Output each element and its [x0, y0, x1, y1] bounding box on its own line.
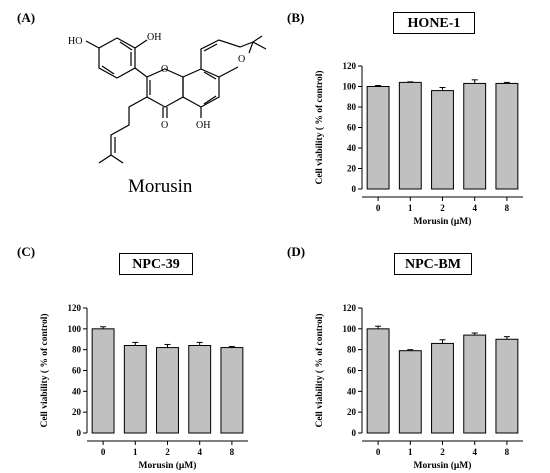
- y-tick-label: 40: [72, 386, 82, 396]
- y-tick-label: 120: [343, 61, 357, 71]
- y-tick-label: 80: [72, 345, 82, 355]
- y-tick-label: 60: [347, 366, 357, 376]
- bar: [91, 328, 115, 434]
- bar: [220, 347, 244, 434]
- atom-label-o-pyran: O: [238, 54, 245, 65]
- y-tick-label: 120: [343, 303, 357, 313]
- bar: [366, 86, 390, 190]
- y-tick-label: 0: [352, 184, 357, 194]
- bar: [431, 90, 454, 190]
- x-tick-label: 2: [165, 447, 170, 457]
- atom-label-o-ketone: O: [161, 120, 168, 131]
- y-tick-label: 80: [347, 345, 357, 355]
- y-tick-label: 20: [347, 164, 357, 174]
- x-tick-label: 1: [408, 447, 413, 457]
- panel-label-d: (D): [287, 244, 306, 259]
- bar: [156, 347, 179, 434]
- atom-label-oh-bottom: OH: [196, 120, 210, 131]
- x-tick-label: 2: [440, 447, 445, 457]
- y-tick-label: 80: [347, 102, 357, 112]
- bar: [188, 345, 212, 434]
- x-tick-label: 2: [440, 203, 445, 213]
- x-tick-label: 0: [376, 203, 381, 213]
- panel-label-c: (C): [17, 244, 36, 259]
- x-tick-label: 0: [101, 447, 106, 457]
- x-tick-label: 1: [133, 447, 138, 457]
- y-tick-label: 120: [68, 303, 82, 313]
- atom-label-o-ring: O: [161, 64, 168, 75]
- y-tick-label: 20: [72, 407, 82, 417]
- bar: [495, 338, 519, 434]
- x-tick-label: 1: [408, 203, 413, 213]
- y-tick-label: 100: [68, 324, 82, 334]
- x-tick-label: 4: [472, 447, 477, 457]
- y-tick-label: 60: [347, 123, 357, 133]
- x-tick-label: 8: [505, 203, 510, 213]
- bar: [495, 82, 519, 190]
- y-axis-label: Cell viability ( % of control): [39, 313, 50, 427]
- y-tick-label: 60: [72, 366, 82, 376]
- y-axis-label: Cell viability ( % of control): [314, 70, 325, 184]
- x-tick-label: 4: [472, 203, 477, 213]
- y-tick-label: 0: [352, 428, 357, 438]
- y-tick-label: 100: [343, 82, 357, 92]
- atom-label-oh-top: OH: [147, 32, 161, 43]
- x-axis-label: Morusin (μM): [139, 460, 197, 471]
- bar: [398, 350, 422, 434]
- y-tick-label: 100: [343, 324, 357, 334]
- atom-label-ho: HO: [68, 36, 82, 47]
- x-tick-label: 4: [197, 447, 202, 457]
- chart-title-hone1: HONE-1: [393, 12, 475, 34]
- y-tick-label: 40: [347, 143, 357, 153]
- y-tick-label: 0: [77, 428, 82, 438]
- y-tick-label: 20: [347, 407, 357, 417]
- bar: [398, 81, 422, 190]
- molecule-name: Morusin: [128, 176, 193, 197]
- bar: [463, 82, 487, 190]
- x-tick-label: 8: [230, 447, 235, 457]
- bar: [463, 334, 487, 434]
- x-tick-label: 8: [505, 447, 510, 457]
- bar: [123, 345, 147, 434]
- x-axis-label: Morusin (μM): [414, 460, 472, 471]
- y-tick-label: 40: [347, 386, 357, 396]
- x-tick-label: 0: [376, 447, 381, 457]
- chart-title-npc39: NPC-39: [119, 253, 193, 275]
- y-axis-label: Cell viability ( % of control): [314, 313, 325, 427]
- panel-label-a: (A): [17, 10, 36, 25]
- bar: [431, 342, 454, 434]
- panel-label-b: (B): [287, 10, 305, 25]
- chart-title-npcbm: NPC-BM: [394, 253, 472, 275]
- x-axis-label: Morusin (μM): [414, 216, 472, 227]
- bar: [366, 328, 390, 434]
